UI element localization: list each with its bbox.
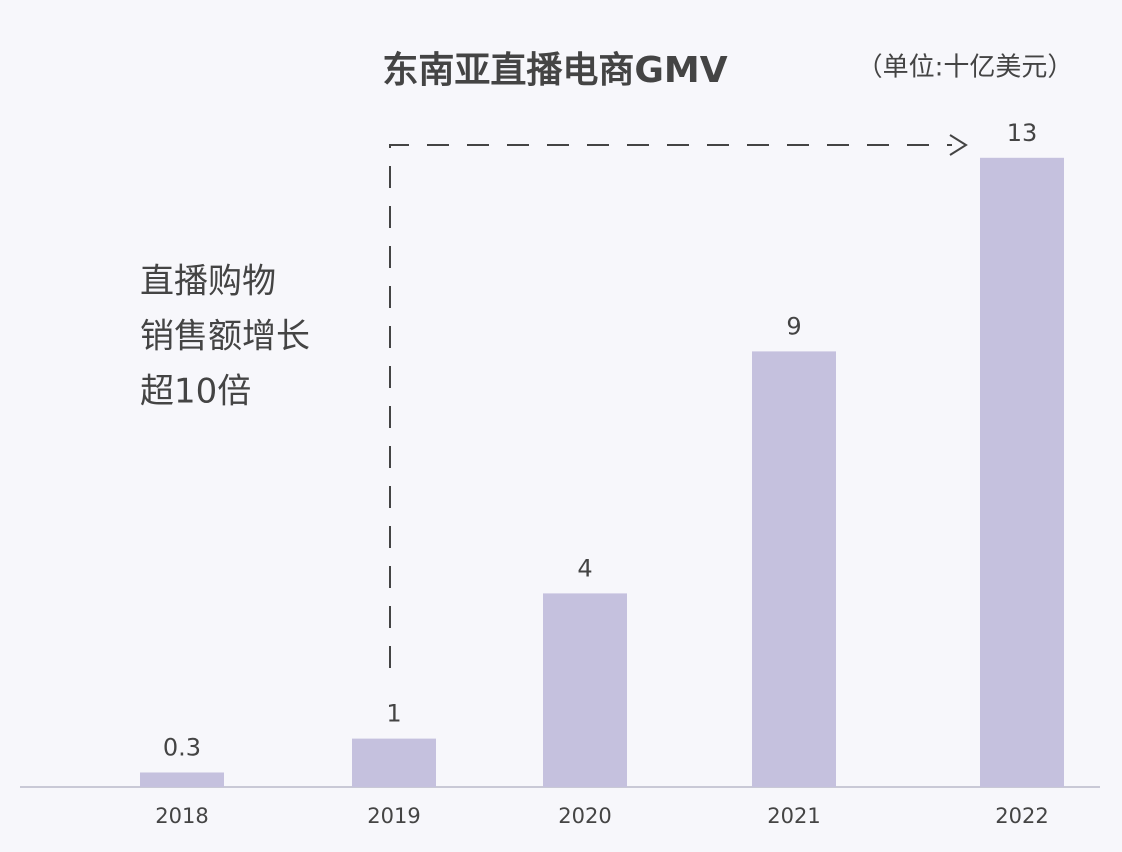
annotation-line: 销售额增长 [140,317,310,357]
arrow-head [949,134,968,156]
x-tick-label: 2019 [367,804,420,828]
value-label: 13 [1007,119,1038,147]
bar [752,351,836,787]
x-tick-label: 2020 [558,804,611,828]
x-tick-label: 2022 [995,804,1048,828]
bar [140,772,224,787]
chart-subtitle: （单位:十亿美元） [857,53,1074,83]
value-label: 0.3 [163,733,201,761]
annotation-line: 直播购物 [140,262,276,302]
bar [980,157,1064,788]
chart-title: 东南亚直播电商GMV [382,50,727,91]
value-label: 9 [786,312,801,340]
value-label: 1 [386,700,401,728]
x-tick-label: 2021 [767,804,820,828]
value-label: 4 [577,554,592,582]
annotation-line: 超10倍 [140,372,251,412]
x-tick-label: 2018 [155,804,208,828]
dashed-arrow [389,144,952,668]
bar [352,738,436,787]
bar [543,593,627,787]
